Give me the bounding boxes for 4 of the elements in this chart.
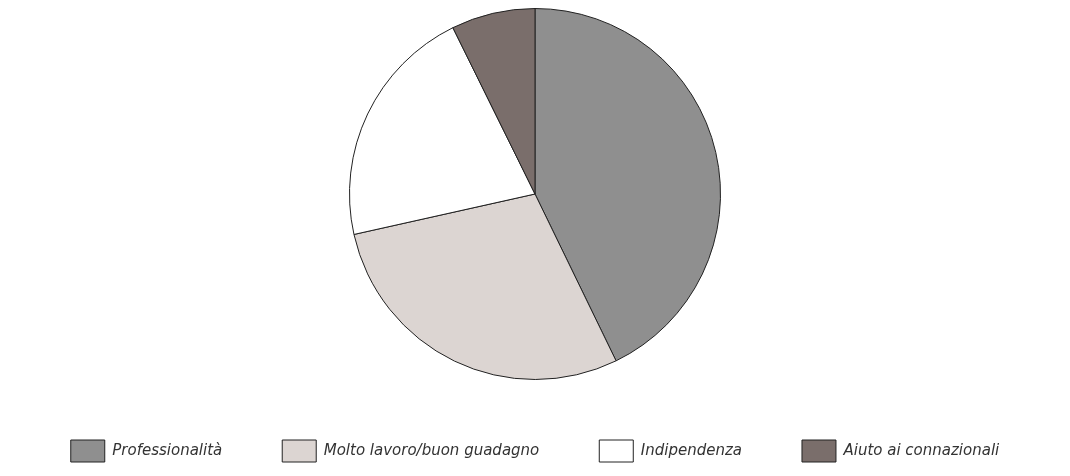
legend-label: Aiuto ai connazionali bbox=[842, 440, 1001, 459]
legend-label: Indipendenza bbox=[640, 440, 742, 459]
legend-label: Professionalità bbox=[112, 440, 223, 459]
legend-label: Molto lavoro/buon guadagno bbox=[323, 440, 540, 459]
